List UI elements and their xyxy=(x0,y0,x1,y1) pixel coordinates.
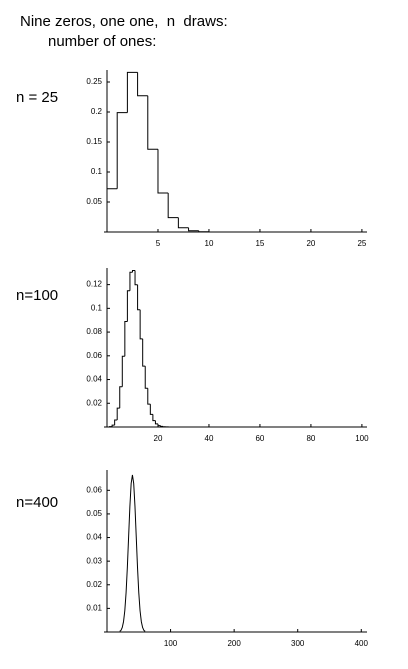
x-tick-label: 200 xyxy=(227,639,241,648)
histogram-step xyxy=(157,149,169,194)
histogram-step xyxy=(129,271,133,291)
histogram-step xyxy=(124,321,128,357)
x-tick-label: 25 xyxy=(357,239,366,248)
histogram-step xyxy=(126,290,130,322)
title-line: number of ones: xyxy=(48,33,156,50)
histogram-step xyxy=(167,193,179,219)
y-tick-label: 0.01 xyxy=(86,603,102,612)
y-tick-label: 0.2 xyxy=(91,107,103,116)
y-tick-label: 0.15 xyxy=(86,137,102,146)
histogram-step xyxy=(147,388,151,405)
x-tick-label: 80 xyxy=(306,434,315,443)
x-tick-label: 400 xyxy=(355,639,369,648)
histogram-step xyxy=(111,424,115,427)
histogram-step xyxy=(114,419,118,426)
x-tick-label: 100 xyxy=(355,434,369,443)
histogram-step xyxy=(198,230,209,233)
histogram-step xyxy=(137,284,141,311)
y-tick-label: 0.06 xyxy=(86,351,102,360)
chart-label: n=400 xyxy=(16,494,58,511)
histogram-step xyxy=(116,407,120,420)
histogram-step xyxy=(139,309,143,340)
histogram-step xyxy=(126,71,138,113)
histogram-step xyxy=(116,112,128,189)
histogram-step xyxy=(144,366,148,389)
histogram-step xyxy=(142,338,146,367)
histogram-step xyxy=(160,425,164,427)
histogram-step xyxy=(106,188,118,232)
y-tick-label: 0.06 xyxy=(86,485,102,494)
title-line: Nine zeros, one one, n draws: xyxy=(20,13,228,30)
y-tick-label: 0.04 xyxy=(86,375,102,384)
x-tick-label: 10 xyxy=(205,239,214,248)
y-tick-label: 0.02 xyxy=(86,398,102,407)
distribution-line xyxy=(119,474,146,632)
y-tick-label: 0.1 xyxy=(91,303,103,312)
histogram-step xyxy=(154,420,158,425)
x-tick-label: 100 xyxy=(164,639,178,648)
x-tick-label: 20 xyxy=(306,239,315,248)
histogram-step xyxy=(149,404,153,415)
chart-label: n = 25 xyxy=(16,89,58,106)
histogram-step xyxy=(119,386,123,409)
histogram-step xyxy=(121,355,125,387)
histogram-step xyxy=(131,269,136,273)
x-tick-label: 15 xyxy=(255,239,264,248)
y-tick-label: 0.03 xyxy=(86,556,102,565)
y-tick-label: 0.05 xyxy=(86,509,102,518)
histogram-step xyxy=(134,270,138,286)
histogram-step xyxy=(177,217,189,229)
y-tick-label: 0.12 xyxy=(86,280,102,289)
x-tick-label: 20 xyxy=(154,434,163,443)
y-tick-label: 0.1 xyxy=(91,167,103,176)
x-tick-label: 5 xyxy=(156,239,161,248)
y-tick-label: 0.04 xyxy=(86,533,102,542)
x-tick-label: 300 xyxy=(291,639,305,648)
y-tick-label: 0.05 xyxy=(86,197,102,206)
y-tick-label: 0.08 xyxy=(86,327,102,336)
x-tick-label: 60 xyxy=(255,434,264,443)
chart-label: n=100 xyxy=(16,287,58,304)
histogram-step xyxy=(147,95,158,150)
y-tick-label: 0.02 xyxy=(86,580,102,589)
histogram-step xyxy=(188,227,199,232)
histogram-step xyxy=(152,414,156,422)
histogram-step xyxy=(137,72,148,97)
x-tick-label: 40 xyxy=(205,434,214,443)
y-tick-label: 0.25 xyxy=(86,77,102,86)
histogram-step xyxy=(157,423,161,427)
